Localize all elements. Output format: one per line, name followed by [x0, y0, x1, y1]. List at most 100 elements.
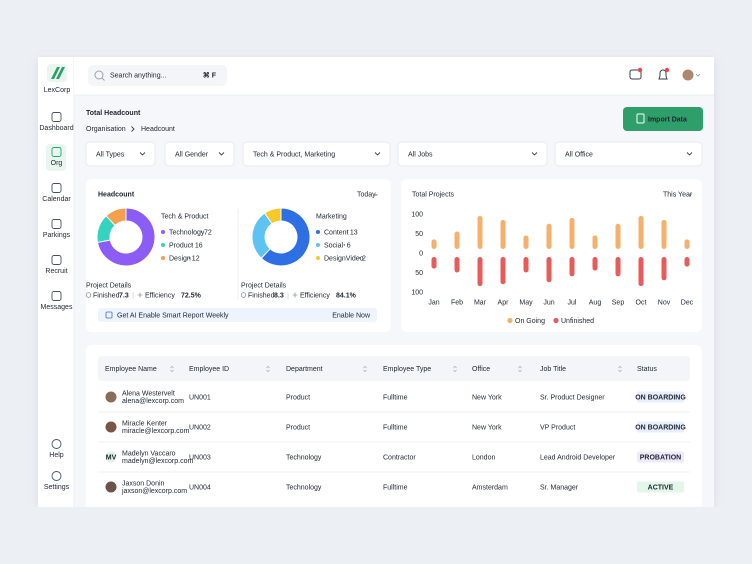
- filter-dropdown[interactable]: [397, 141, 548, 167]
- period[interactable]: This Year: [663, 191, 693, 198]
- details-label: Efficiency: [300, 292, 330, 299]
- column-header[interactable]: Employee Name: [105, 366, 157, 373]
- import-button[interactable]: [623, 107, 703, 131]
- bar: [638, 257, 644, 287]
- nav-label[interactable]: Help: [49, 452, 64, 459]
- search-box[interactable]: [88, 65, 227, 86]
- bar: [615, 257, 621, 277]
- bell-icon[interactable]: [658, 69, 668, 80]
- import-label[interactable]: Import Data: [648, 116, 687, 123]
- details-icon: [137, 292, 143, 298]
- nav-label[interactable]: Parkings: [43, 232, 71, 239]
- employee-email: jaxson@lexcorp.com: [121, 488, 187, 495]
- card-title: Headcount: [98, 191, 135, 198]
- sort-icon[interactable]: [618, 365, 622, 373]
- employee-name[interactable]: Alena Westervelt: [122, 390, 175, 397]
- donut-title: Marketing: [316, 213, 347, 220]
- y-tick-label: 100: [411, 289, 423, 296]
- sort-icon[interactable]: [453, 365, 457, 373]
- nav-icon[interactable]: [51, 112, 62, 122]
- filter-dropdown[interactable]: [554, 141, 703, 167]
- x-tick-label: Nov: [658, 299, 671, 306]
- employee-name[interactable]: Miracle Kenter: [122, 420, 168, 427]
- bar: [500, 257, 506, 285]
- sort-icon[interactable]: [266, 365, 270, 373]
- cell: Lead Android Developer: [540, 454, 616, 461]
- ai-banner[interactable]: [98, 308, 377, 322]
- y-tick-label: 100: [411, 211, 423, 218]
- nav-label[interactable]: Org: [51, 160, 63, 167]
- column-header[interactable]: Job Title: [540, 366, 566, 373]
- bar: [615, 223, 621, 249]
- column-header[interactable]: Employee Type: [383, 366, 431, 373]
- column-header[interactable]: Employee ID: [189, 366, 229, 373]
- bar: [569, 257, 575, 277]
- status: PROBATION: [640, 454, 681, 461]
- bar: [546, 257, 552, 283]
- nav-icon[interactable]: [51, 255, 62, 265]
- employee-name[interactable]: Madelyn Vaccaro: [122, 450, 176, 457]
- nav-label[interactable]: Dashboard: [39, 125, 73, 132]
- legend-value: 16: [195, 242, 203, 249]
- cell: Sr. Product Designer: [540, 394, 605, 401]
- column-header[interactable]: Department: [286, 366, 323, 373]
- bar: [477, 215, 483, 249]
- bar: [500, 219, 506, 249]
- nav-icon[interactable]: [51, 471, 62, 481]
- nav-label[interactable]: Recruit: [45, 268, 67, 275]
- sort-icon[interactable]: [518, 365, 522, 373]
- breadcrumb[interactable]: Organisation: [86, 126, 126, 133]
- avatar: [105, 451, 117, 463]
- bar: [661, 257, 667, 281]
- legend-label: DesignVideo: [324, 255, 364, 262]
- nav-label[interactable]: Calendar: [42, 196, 71, 203]
- nav-label[interactable]: Messages: [41, 304, 73, 311]
- user-avatar[interactable]: [682, 69, 694, 81]
- mail-icon[interactable]: [629, 69, 642, 80]
- y-tick-label: 50: [415, 231, 423, 238]
- search-placeholder[interactable]: Search anything...: [110, 72, 166, 79]
- nav-icon[interactable]: [51, 439, 62, 449]
- filter-dropdown[interactable]: [164, 141, 235, 167]
- nav-icon[interactable]: [51, 219, 62, 229]
- bar: [592, 257, 598, 271]
- sort-icon[interactable]: [170, 365, 174, 373]
- employee-name[interactable]: Jaxson Donin: [122, 480, 165, 487]
- legend-label: Unfinished: [561, 318, 594, 325]
- nav-icon[interactable]: [51, 291, 62, 301]
- logo[interactable]: [51, 67, 65, 79]
- sort-icon[interactable]: [363, 365, 367, 373]
- cell: London: [472, 454, 495, 461]
- legend-dot: [316, 230, 320, 234]
- search-shortcut: ⌘ F: [203, 71, 217, 79]
- cell: UN003: [189, 454, 211, 461]
- status-badge: [637, 451, 684, 463]
- column-header[interactable]: Status: [637, 366, 657, 373]
- banner-icon: [105, 311, 113, 319]
- x-tick-label: Apr: [498, 299, 510, 306]
- banner-action[interactable]: Enable Now: [332, 312, 371, 319]
- cell: Fulltime: [383, 424, 408, 431]
- column-header[interactable]: Office: [472, 366, 490, 373]
- status-badge: [637, 481, 684, 493]
- nav-icon[interactable]: [51, 183, 62, 193]
- nav-icon[interactable]: [51, 147, 62, 157]
- status: ACTIVE: [648, 484, 674, 491]
- status: ON BOARDING: [635, 424, 686, 431]
- y-tick-label: 50: [415, 270, 423, 277]
- donut-slice: [263, 207, 282, 225]
- avatar: [105, 421, 117, 433]
- cell: UN002: [189, 424, 211, 431]
- filter-dropdown[interactable]: [85, 141, 156, 167]
- x-tick-label: Mar: [474, 299, 487, 306]
- x-tick-label: Sep: [612, 299, 625, 306]
- filter-label: All Types: [96, 151, 125, 158]
- x-tick-label: Jul: [568, 299, 577, 306]
- details-value: 7.3: [119, 292, 129, 299]
- legend-dot: [507, 317, 513, 324]
- nav-label[interactable]: Settings: [44, 484, 70, 491]
- x-tick-label: Jan: [428, 299, 439, 306]
- period[interactable]: Today: [357, 191, 376, 198]
- filter-dropdown[interactable]: [242, 141, 391, 167]
